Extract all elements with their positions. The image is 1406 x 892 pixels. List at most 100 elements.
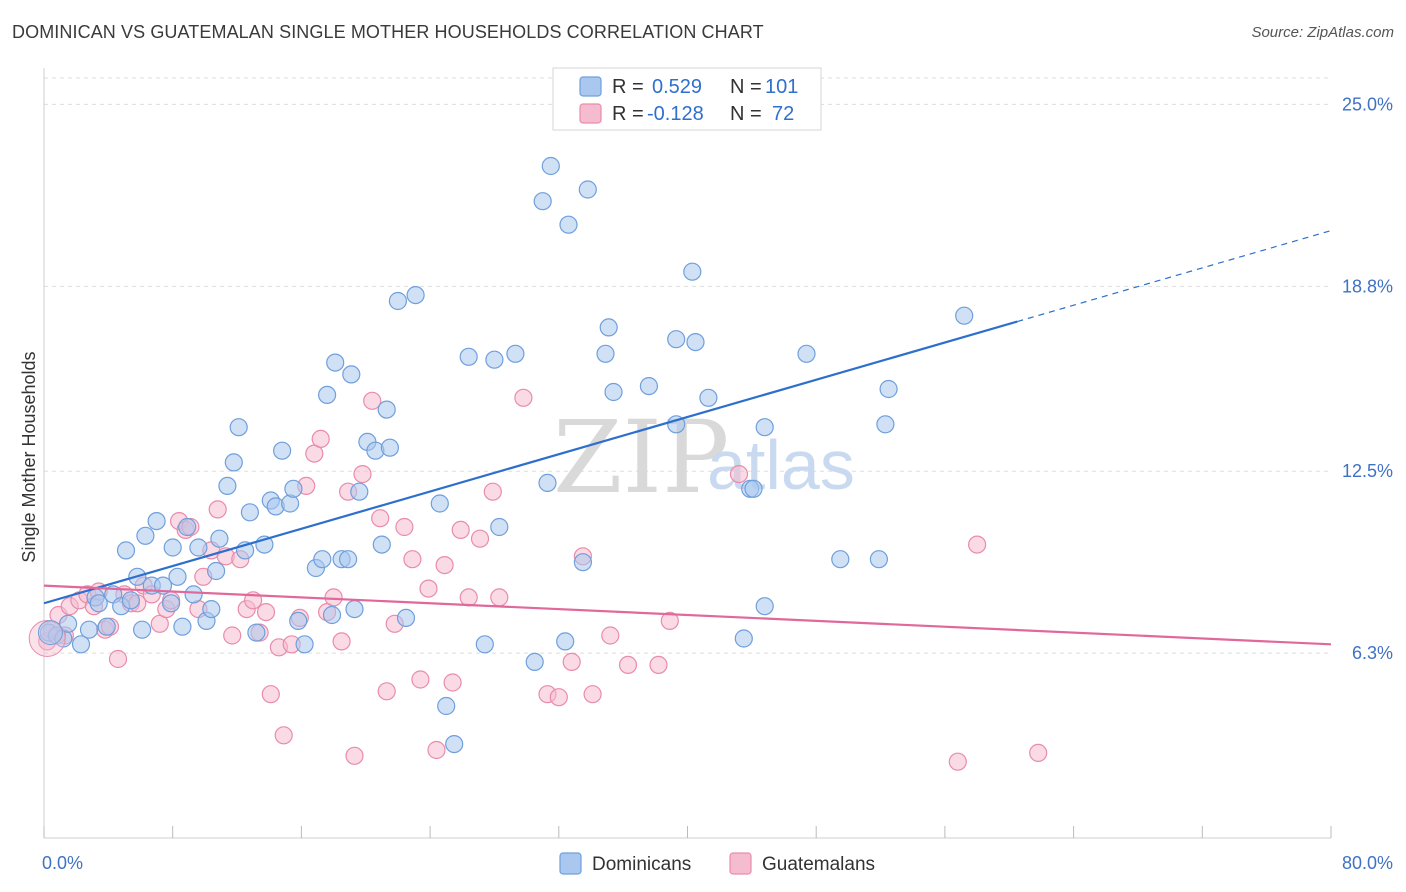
guatemalans-point (274, 726, 293, 745)
guatemalans-point (395, 517, 414, 537)
guatemalans-point (371, 509, 390, 528)
dominicans-point (326, 353, 345, 372)
dominicans-point (189, 538, 208, 557)
dominicans-point (97, 617, 116, 636)
dominicans-point (133, 620, 152, 639)
dominicans-point (322, 605, 342, 625)
dominicans-point (388, 291, 407, 311)
dominicans-point (538, 473, 557, 492)
dominicans-point (207, 561, 226, 581)
guatemalans-point (108, 649, 128, 669)
dominicans-trend-extension (1017, 230, 1332, 323)
legend-r-label-dominicans: R = (612, 76, 644, 98)
guatemalans-point (549, 688, 568, 707)
dominicans-point (229, 418, 248, 437)
legend-r-value-dominicans: 0.529 (652, 76, 702, 98)
dominicans-point (377, 400, 396, 419)
dominicans-point (281, 494, 300, 513)
dominicans-point (734, 629, 753, 648)
guatemalans-trend-line (43, 584, 1332, 646)
x-tick-label: 0.0% (42, 853, 83, 873)
guatemalans-point (208, 500, 227, 519)
dominicans-point (273, 441, 292, 460)
dominicans-point (168, 567, 187, 586)
dominicans-point (955, 306, 974, 325)
dominicans-point (604, 382, 623, 402)
dominicans-point (559, 215, 578, 234)
legend-n-value-guatemalans: 72 (772, 103, 794, 125)
guatemalans-point (514, 388, 533, 407)
dominicans-point (869, 550, 889, 569)
dominicans-point (596, 344, 615, 363)
guatemalans-point (427, 740, 446, 760)
y-tick-label: 25.0% (1342, 94, 1393, 114)
x-tick-label: 80.0% (1342, 853, 1393, 873)
dominicans-point (406, 286, 425, 305)
guatemalans-point (601, 626, 620, 645)
correlation-legend: R = 0.529 N = 101 R = -0.128 N = 72 (552, 67, 822, 131)
dominicans-point (879, 379, 898, 399)
dominicans-point-cluster (37, 620, 63, 646)
dominicans-point (755, 597, 774, 616)
dominicans-point (342, 365, 361, 384)
guatemalans-point (403, 550, 422, 569)
dominicans-point (295, 635, 314, 654)
guatemalans-point (419, 579, 438, 598)
dominicans-point (541, 156, 560, 176)
series-legend-label-guatemalans: Guatemalans (762, 854, 875, 875)
dominicans-point (71, 635, 91, 654)
dominicans-point (224, 453, 243, 472)
dominicans-point (437, 696, 456, 716)
dominicans-point (372, 535, 391, 554)
dominicans-trend-line (43, 320, 1018, 605)
watermark: ZIP atlas (553, 399, 855, 516)
guatemalans-point (451, 520, 470, 540)
watermark-zip: ZIP (553, 399, 729, 516)
dominicans-point (699, 388, 718, 407)
dominicans-point (79, 620, 99, 639)
dominicans-point (218, 476, 237, 495)
guatemalans-point (459, 588, 478, 607)
guatemalans-point (490, 588, 509, 607)
legend-swatch-guatemalans (579, 103, 602, 124)
guatemalans-point (311, 429, 330, 448)
chart-source: Source: ZipAtlas.com (1251, 24, 1394, 41)
y-axis-title: Single Mother Households (19, 351, 39, 562)
dominicans-point (490, 517, 509, 537)
dominicans-point (313, 550, 332, 569)
dominicans-point (445, 734, 464, 754)
guatemalans-point (377, 682, 396, 701)
guatemalans-point (618, 655, 638, 675)
dominicans-point (573, 553, 593, 572)
dominicans-point (459, 347, 478, 366)
dominicans-point (210, 529, 229, 548)
dominicans-point (162, 594, 181, 613)
dominicans-point (831, 550, 850, 569)
trend-layer (43, 230, 1332, 646)
series-legend-swatch-guatemalans (729, 852, 752, 875)
dominicans-point (116, 541, 136, 560)
guatemalans-point (345, 746, 364, 765)
guatemalans-point (1029, 743, 1048, 763)
dominicans-point (599, 318, 618, 337)
guatemalans-point (443, 673, 462, 692)
dominicans-point (797, 344, 816, 363)
guatemalans-point (261, 685, 280, 704)
dominicans-point (525, 652, 544, 672)
dominicans-point (289, 611, 308, 631)
dominicans-point (345, 599, 364, 619)
dominicans-point (173, 617, 192, 636)
dominicans-point (284, 479, 303, 498)
dominicans-point (58, 614, 78, 633)
legend-swatch-dominicans (579, 76, 602, 97)
dominicans-point (876, 415, 895, 434)
guatemalans-point (411, 670, 430, 689)
legend-n-value-dominicans: 101 (765, 76, 798, 98)
y-tick-label: 6.3% (1352, 643, 1393, 663)
dominicans-point (147, 511, 166, 531)
y-tick-label: 12.5% (1342, 461, 1393, 481)
guatemalans-point (435, 555, 454, 575)
guatemalans-point (256, 602, 276, 622)
dominicans-point (247, 623, 266, 642)
